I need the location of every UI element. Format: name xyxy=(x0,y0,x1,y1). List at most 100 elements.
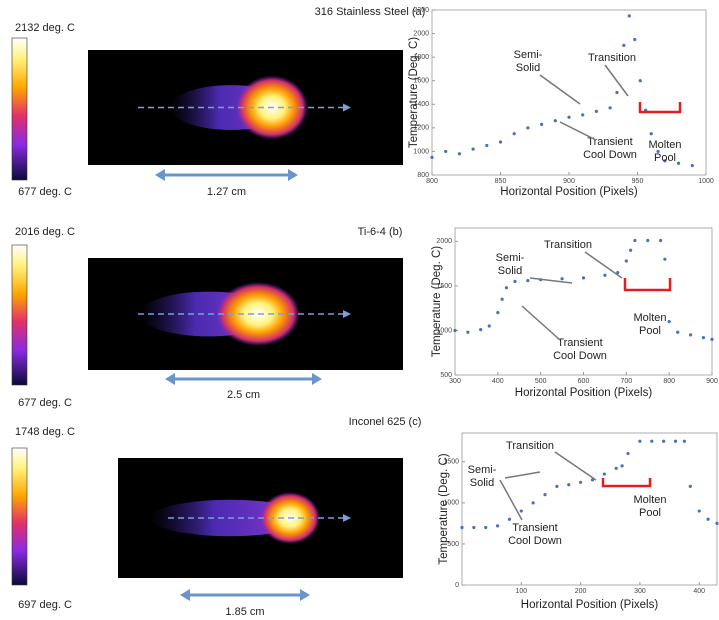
data-point xyxy=(616,270,620,275)
y-tick-label: 800 xyxy=(417,172,429,179)
annotation: Molten xyxy=(633,494,666,506)
annotation-arrow xyxy=(559,121,597,141)
y-tick-label: 1500 xyxy=(436,283,452,290)
data-point xyxy=(555,484,559,489)
data-point xyxy=(603,273,607,277)
data-point xyxy=(472,525,476,530)
annotation-arrow xyxy=(539,74,581,105)
x-tick-label: 500 xyxy=(535,378,547,385)
data-point xyxy=(484,525,488,530)
x-tick-label: 1000 xyxy=(698,178,714,185)
colorbar-max: 2016 deg. C xyxy=(15,226,75,238)
annotation: Transition xyxy=(544,239,592,251)
x-tick-label: 700 xyxy=(620,378,632,385)
data-point xyxy=(553,119,557,123)
colorbar xyxy=(11,447,28,586)
y-tick-label: 1000 xyxy=(436,327,452,334)
panel-title: 316 Stainless Steel (a) xyxy=(315,6,426,18)
plot-frame xyxy=(461,432,718,586)
data-point xyxy=(614,466,618,470)
data-point xyxy=(638,439,642,443)
data-point xyxy=(638,79,642,83)
data-point xyxy=(706,517,710,521)
molten-pool-bracket xyxy=(601,478,652,488)
data-point xyxy=(602,472,606,476)
x-tick-label: 100 xyxy=(515,588,527,595)
y-axis-label: Temperature (Deg. C) xyxy=(431,246,443,357)
colorbar-min: 677 deg. C xyxy=(18,186,72,198)
scale-label: 1.27 cm xyxy=(207,186,246,198)
y-tick-label: 1200 xyxy=(413,125,429,132)
annotation-arrow xyxy=(584,251,623,279)
y-tick-label: 2000 xyxy=(413,30,429,37)
data-point xyxy=(540,122,544,126)
data-point xyxy=(659,238,663,243)
annotation: Molten xyxy=(648,139,681,151)
annotation: Solid xyxy=(498,265,522,277)
y-tick-label: 1000 xyxy=(413,148,429,155)
x-axis-label: Horizontal Position (Pixels) xyxy=(515,387,653,399)
y-tick-label: 1800 xyxy=(413,54,429,61)
colorbar-max: 2132 deg. C xyxy=(15,22,75,34)
annotation: Solid xyxy=(470,477,494,489)
y-tick-label: 0 xyxy=(455,582,459,589)
colorbar xyxy=(11,244,28,386)
data-point xyxy=(500,297,504,301)
scale-label: 2.5 cm xyxy=(227,389,260,401)
annotation: Transient xyxy=(557,337,602,349)
annotation-arrow xyxy=(529,277,573,284)
data-point xyxy=(498,140,503,144)
x-axis-label: Horizontal Position (Pixels) xyxy=(500,186,638,198)
colorbar-min: 677 deg. C xyxy=(18,397,72,409)
data-point xyxy=(567,115,571,119)
data-point xyxy=(543,493,547,497)
data-point xyxy=(495,524,500,528)
annotation: Transient xyxy=(587,136,632,148)
y-axis-label: Temperature (Deg. C) xyxy=(438,453,450,564)
panel-title: Inconel 625 (c) xyxy=(349,416,422,428)
data-point xyxy=(581,276,586,280)
x-tick-label: 400 xyxy=(492,378,504,385)
annotation: Cool Down xyxy=(553,350,607,362)
data-point xyxy=(581,113,585,117)
x-tick-label: 900 xyxy=(706,378,718,385)
x-tick-label: 600 xyxy=(578,378,590,385)
data-point xyxy=(453,328,457,333)
y-tick-label: 1000 xyxy=(443,500,459,507)
annotation: Pool xyxy=(654,152,676,164)
molten-pool-bracket xyxy=(638,102,682,114)
y-tick-label: 1400 xyxy=(413,101,429,108)
annotation-arrow xyxy=(499,479,523,521)
x-tick-label: 900 xyxy=(563,178,575,185)
data-point xyxy=(697,509,701,513)
colorbar-min: 697 deg. C xyxy=(18,599,72,611)
annotation: Pool xyxy=(639,325,661,337)
annotation-arrow xyxy=(521,305,561,341)
data-point xyxy=(715,521,719,525)
data-point xyxy=(656,149,660,154)
data-point xyxy=(688,484,692,489)
annotation: Cool Down xyxy=(508,535,562,547)
annotation: Semi- xyxy=(514,49,543,61)
annotation-arrow xyxy=(504,471,541,479)
colorbar xyxy=(11,37,28,181)
panel-title: Ti-6-4 (b) xyxy=(358,226,403,238)
x-tick-label: 850 xyxy=(495,178,507,185)
x-tick-label: 300 xyxy=(634,588,646,595)
data-point xyxy=(430,155,434,159)
x-tick-label: 950 xyxy=(632,178,644,185)
x-tick-label: 400 xyxy=(693,588,705,595)
annotation: Transition xyxy=(588,52,636,64)
data-point xyxy=(479,327,483,332)
data-point xyxy=(485,143,489,148)
data-point xyxy=(633,37,637,42)
y-tick-label: 500 xyxy=(440,372,452,379)
data-point xyxy=(526,278,530,283)
data-point xyxy=(615,90,619,95)
data-point xyxy=(579,480,583,484)
data-point xyxy=(682,439,686,443)
x-tick-label: 200 xyxy=(575,588,587,595)
data-point xyxy=(667,319,671,324)
data-point xyxy=(594,109,599,113)
annotation: Solid xyxy=(516,62,540,74)
